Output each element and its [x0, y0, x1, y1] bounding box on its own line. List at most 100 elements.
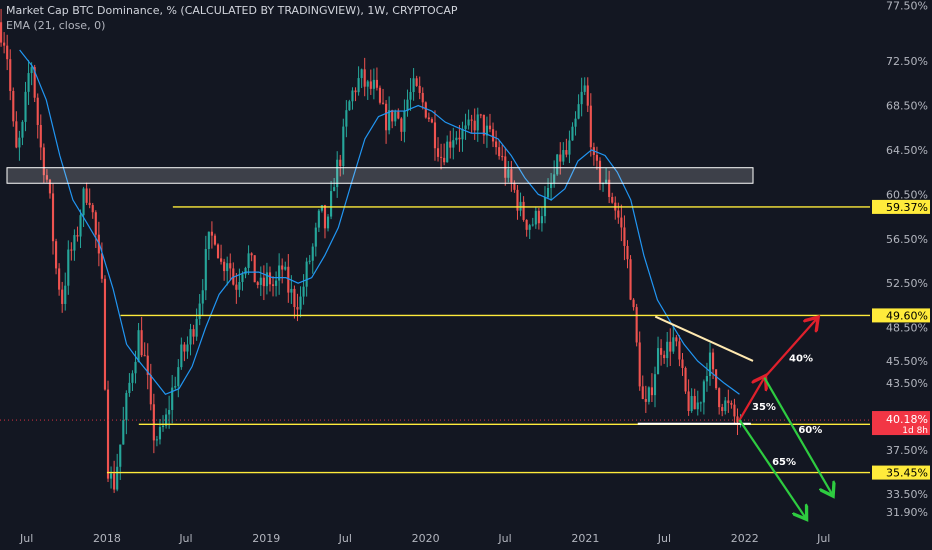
- candle-body: [333, 187, 336, 192]
- candle-body: [42, 147, 45, 176]
- candle-body: [287, 266, 290, 293]
- candle-body: [262, 277, 265, 287]
- scenario-probability-label: 40%: [789, 353, 813, 364]
- candle-body: [131, 373, 134, 383]
- candle-body: [336, 159, 339, 188]
- x-axis[interactable]: Jul 2018 Jul 2019 Jul 2020 Jul 2021 Jul 2022 Jul: [0, 522, 932, 550]
- level-price-tag[interactable]: [872, 308, 930, 323]
- candle-body: [537, 210, 540, 224]
- candle-body: [443, 157, 446, 163]
- candle-body: [271, 284, 275, 286]
- candle-body: [229, 263, 232, 269]
- scenario-arrow-down[interactable]: [738, 419, 805, 518]
- candle-body: [64, 285, 67, 304]
- candle-body: [226, 263, 229, 272]
- candle-body: [146, 355, 149, 375]
- candle-body: [446, 141, 449, 163]
- candle-body: [253, 255, 256, 283]
- candle-body: [430, 119, 433, 123]
- chart-legend[interactable]: Market Cap BTC Dominance, % (CALCULATED …: [6, 3, 457, 33]
- level-price-tag[interactable]: [872, 199, 930, 214]
- y-tick-label: 52.50%: [886, 277, 928, 290]
- candle-body: [70, 249, 73, 251]
- candle-body: [488, 125, 492, 130]
- candle-body: [400, 118, 403, 132]
- candle-body: [241, 274, 244, 282]
- resistance-zone[interactable]: [6, 167, 754, 184]
- candle-body: [522, 201, 525, 220]
- candle-body: [216, 244, 220, 259]
- scenario-arrow-up[interactable]: [738, 378, 764, 421]
- level-price-tag[interactable]: [872, 465, 930, 480]
- y-tick-label: 56.50%: [886, 233, 928, 246]
- candle-body: [531, 224, 534, 226]
- x-tick-label: Jul: [178, 532, 192, 545]
- y-tick-label: 72.50%: [886, 55, 928, 68]
- current-price-label: 40.18%: [886, 413, 928, 426]
- y-tick-label: 37.50%: [886, 444, 928, 457]
- candle-body: [110, 473, 113, 479]
- candle-body: [116, 466, 119, 490]
- candle-body: [152, 404, 155, 441]
- candle-body: [467, 119, 470, 126]
- candle-body: [6, 45, 9, 60]
- candle-body: [427, 117, 430, 120]
- candle-body: [440, 156, 443, 158]
- candle-body: [687, 391, 690, 412]
- candle-body: [550, 183, 553, 188]
- candle-body: [556, 154, 559, 175]
- candle-body: [718, 388, 721, 408]
- candle-body: [61, 289, 64, 304]
- candle-body: [94, 212, 97, 235]
- candle-body: [424, 102, 427, 118]
- candle-body: [79, 215, 82, 237]
- candle-body: [666, 341, 669, 359]
- candles-layer: [0, 8, 742, 493]
- x-tick-label: 2020: [412, 532, 440, 545]
- candle-body: [629, 259, 632, 300]
- candle-body: [733, 404, 736, 417]
- candle-body: [565, 150, 568, 155]
- trendline[interactable]: [654, 315, 754, 362]
- candle-body: [275, 280, 278, 286]
- candle-body: [577, 104, 580, 119]
- candle-body: [165, 414, 168, 426]
- candle-body: [235, 284, 238, 290]
- candle-body: [247, 253, 250, 268]
- candle-body: [24, 91, 27, 122]
- candle-body: [51, 193, 55, 242]
- ema-line: [19, 49, 740, 396]
- scenario-arrow-down[interactable]: [763, 377, 832, 495]
- level-price-tag-label: 59.37%: [886, 201, 928, 214]
- candle-body: [436, 148, 440, 157]
- scenario-probability-label: 60%: [798, 425, 822, 436]
- scenario-arrow-up[interactable]: [763, 319, 816, 379]
- candle-body: [238, 281, 241, 290]
- candle-body: [158, 427, 162, 440]
- candle-body: [39, 124, 42, 148]
- indicator-label: EMA (21, close, 0): [6, 19, 106, 32]
- candle-body: [302, 286, 305, 297]
- candle-body: [672, 337, 675, 352]
- current-price-tag[interactable]: [872, 411, 930, 436]
- candle-body: [354, 90, 357, 93]
- candle-body: [574, 118, 577, 127]
- x-tick-label: 2019: [252, 532, 280, 545]
- y-axis[interactable]: 77.50% 72.50% 68.50% 64.50% 60.50% 56.50% 52.5…: [870, 0, 932, 550]
- candle-body: [326, 216, 330, 229]
- candle-body: [696, 402, 699, 410]
- candle-body: [149, 374, 152, 405]
- y-tick-label: 31.90%: [886, 506, 928, 519]
- x-tick-label: 2018: [93, 532, 121, 545]
- candle-body: [513, 182, 516, 190]
- candle-body: [378, 87, 382, 103]
- candle-body: [678, 341, 681, 360]
- candle-body: [583, 85, 586, 92]
- candle-body: [375, 79, 378, 88]
- candle-body: [223, 261, 226, 272]
- candle-body: [134, 361, 137, 374]
- candle-body: [55, 241, 58, 269]
- candle-body: [559, 154, 562, 162]
